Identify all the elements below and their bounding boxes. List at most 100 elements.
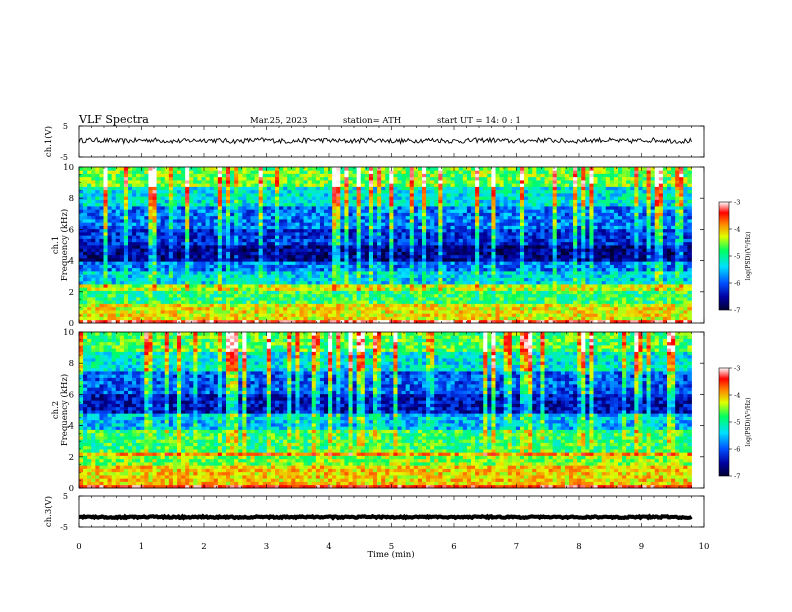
spectrogram-cell (181, 313, 186, 317)
spectrogram-cell (91, 173, 96, 178)
spectrogram-cell (279, 186, 284, 191)
spectrogram-cell (115, 238, 121, 243)
spectrogram-cell (119, 180, 125, 184)
spectrogram-cell (83, 277, 88, 282)
spectrogram-cell (471, 274, 476, 278)
spectrogram-cell (438, 228, 443, 233)
spectrogram-cell (336, 293, 341, 298)
spectrogram-cell (295, 232, 300, 236)
spectrogram-cell (409, 232, 415, 236)
spectrogram-cell (242, 254, 247, 259)
spectrogram-cell (360, 267, 366, 272)
spectrogram-cell (91, 245, 96, 249)
spectrogram-cell (262, 280, 268, 285)
spectrogram-cell (152, 222, 157, 226)
spectrogram-cell (434, 173, 439, 178)
spectrogram-cell (91, 225, 96, 230)
spectrogram-cell (275, 287, 280, 291)
spectrogram-cell (148, 225, 153, 230)
spectrogram-cell (119, 225, 125, 230)
spectrogram-cell (152, 183, 157, 187)
spectrogram-cell (226, 316, 231, 321)
spectrogram-cell (230, 290, 235, 295)
spectrogram-cell (373, 202, 378, 207)
spectrogram-cell (152, 186, 157, 191)
spectrogram-cell (87, 202, 92, 207)
spectrogram-cell (438, 316, 443, 321)
spectrogram-cell (99, 199, 104, 204)
spectrogram-cell (197, 232, 202, 236)
spectrogram-cell (201, 264, 206, 269)
spectrogram-cell (328, 167, 333, 171)
spectrogram-cell (352, 313, 358, 317)
spectrogram-cell (344, 215, 349, 220)
spectrogram-cell (115, 261, 121, 265)
spectrogram-cell (221, 202, 227, 207)
spectrogram-cell (107, 176, 113, 181)
spectrogram-cell (311, 215, 317, 220)
spectrogram-cell (417, 271, 423, 275)
spectrogram-cell (262, 183, 268, 187)
spectrogram-cell (397, 297, 402, 301)
spectrogram-cell (246, 193, 251, 197)
spectrogram-cell (442, 219, 447, 223)
spectrogram-cell (450, 209, 456, 213)
spectrogram-cell (483, 248, 488, 252)
spectrogram-cell (389, 258, 394, 262)
spectrogram-cell (79, 183, 84, 187)
spectrogram-cell (405, 180, 411, 184)
spectrogram-cell (103, 293, 108, 298)
spectrogram-cell (103, 209, 108, 213)
spectrogram-cell (364, 241, 370, 246)
spectrogram-cell (491, 258, 496, 262)
spectrogram-cell (164, 212, 170, 217)
spectrogram-cell (307, 219, 313, 223)
spectrogram-cell (475, 261, 480, 265)
spectrogram-cell (99, 303, 104, 308)
spectrogram-cell (373, 189, 378, 194)
spectrogram-cell (164, 189, 170, 194)
spectrogram-cell (172, 196, 178, 200)
spectrogram-cell (364, 290, 370, 295)
spectrogram-cell (311, 310, 317, 314)
spectrogram-cell (471, 271, 476, 275)
spectrogram-cell (430, 193, 435, 197)
spectrogram-cell (295, 241, 300, 246)
spectrogram-cell (479, 176, 484, 181)
spectrogram-cell (454, 235, 460, 239)
spectrogram-cell (409, 300, 415, 304)
spectrogram-cell (458, 248, 464, 252)
spectrogram-cell (368, 284, 374, 288)
spectrogram-cell (238, 170, 243, 174)
spectrogram-cell (352, 193, 358, 197)
spectrogram-cell (328, 271, 333, 275)
spectrogram-cell (181, 228, 186, 233)
spectrogram-cell (336, 202, 341, 207)
spectrogram-cell (368, 316, 374, 321)
spectrogram-cell (201, 267, 206, 272)
spectrogram-cell (287, 232, 292, 236)
spectrogram-cell (275, 319, 280, 324)
spectrogram-cell (409, 206, 415, 210)
spectrogram-cell (471, 258, 476, 262)
ch1-waveform-ylabel: ch.1(V) (43, 126, 54, 157)
spectrogram-cell (377, 248, 382, 252)
spectrogram-cell (311, 290, 317, 295)
spectrogram-cell (172, 186, 178, 191)
spectrogram-cell (373, 215, 378, 220)
spectrogram-cell (201, 215, 206, 220)
spectrogram-cell (430, 167, 435, 171)
spectrogram-cell (168, 170, 174, 174)
spectrogram-cell (364, 215, 370, 220)
spectrogram-cell (279, 189, 284, 194)
spectrogram-cell (107, 258, 113, 262)
spectrogram-cell (152, 241, 157, 246)
spectrogram-cell (373, 241, 378, 246)
spectrogram-cell (242, 300, 247, 304)
spectrogram-cell (364, 297, 370, 301)
spectrogram-cell (136, 284, 141, 288)
spectrogram-cell (393, 222, 398, 226)
spectrogram-cell (295, 219, 300, 223)
spectrogram-cell (491, 245, 496, 249)
spectrogram-cell (340, 189, 345, 194)
